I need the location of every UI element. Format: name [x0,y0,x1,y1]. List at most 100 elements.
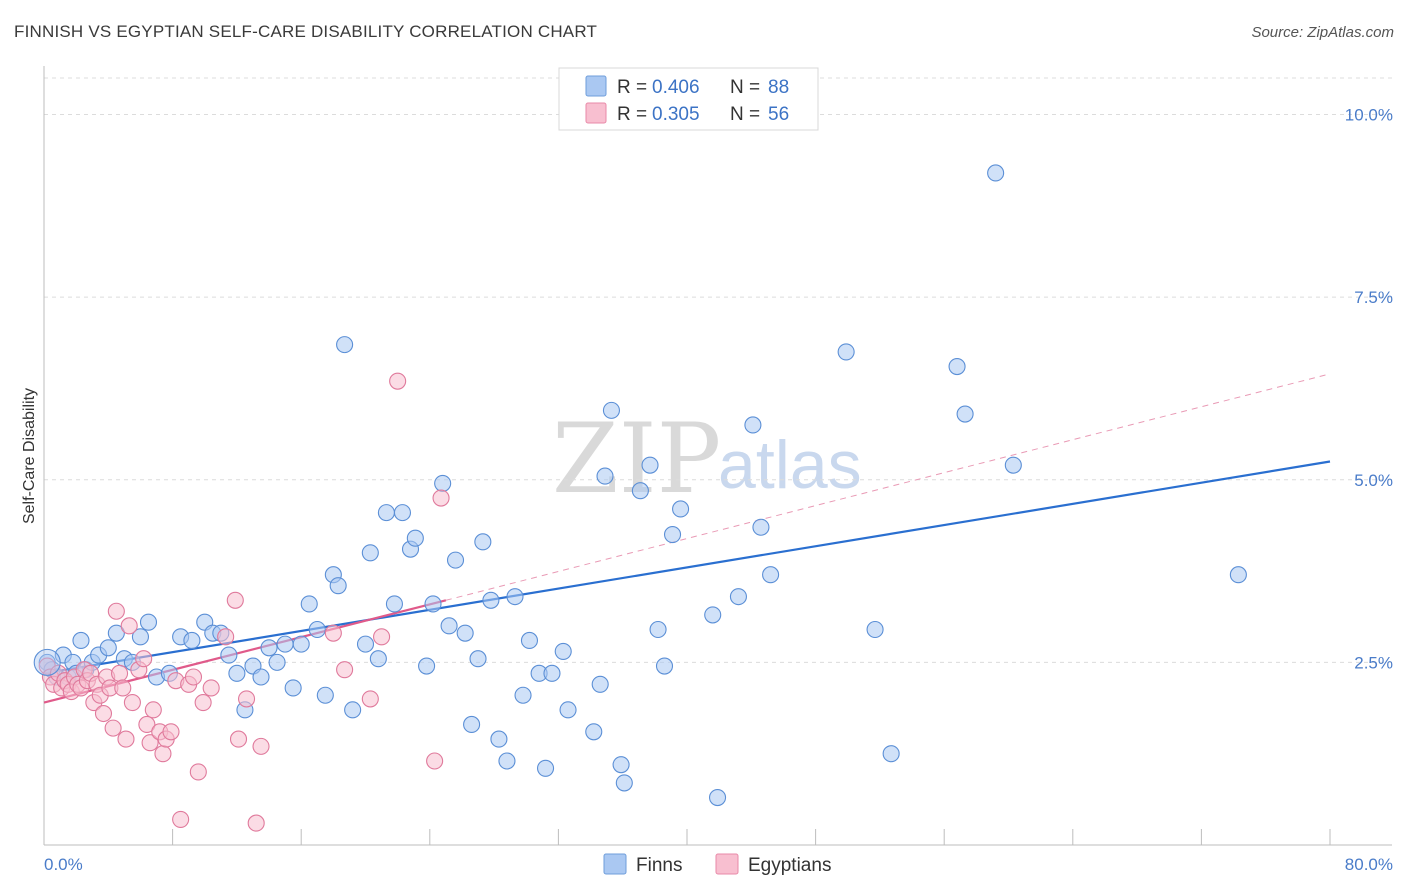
point-finns [369,650,387,668]
x-tick-label-min: 0.0% [44,855,83,874]
point-egyptians [217,628,235,646]
legend-r-label-egyptians: R = [617,104,647,125]
point-finns [344,701,362,719]
point-finns [276,635,294,653]
legend-n-label-egyptians: N = [730,104,760,125]
point-egyptians [114,679,132,697]
point-egyptians [138,715,156,734]
point-finns [649,620,667,639]
point-finns [708,788,727,807]
trend-line-extension-egyptians [445,373,1331,601]
point-finns [268,653,286,671]
point-finns [440,617,458,635]
point-egyptians [336,661,354,679]
point-finns [308,620,326,639]
legend-box: R = 0.406 N = 88 R = 0.305 N = 56 [558,67,819,131]
point-finns [866,620,884,639]
data-points [33,164,1247,832]
point-finns [641,456,659,474]
point-finns [655,657,674,675]
point-finns [559,701,577,719]
point-egyptians [361,690,379,708]
point-finns [1004,456,1022,474]
legend-n-value-egyptians: 56 [768,104,789,125]
point-finns [1229,566,1247,584]
point-finns [744,416,762,434]
trend-line-finns [43,460,1331,675]
point-egyptians [94,704,113,723]
point-finns [498,752,516,770]
point-finns [463,715,481,734]
point-finns [554,642,572,660]
point-finns [361,544,379,562]
point-finns [183,631,201,650]
point-finns [377,504,395,522]
chart-title: FINNISH VS EGYPTIAN SELF-CARE DISABILITY… [14,22,598,41]
point-finns [284,679,302,697]
point-egyptians [189,763,207,781]
point-egyptians [229,730,248,748]
point-finns [514,686,532,704]
axes [43,66,1392,846]
bottom-legend-swatch-finns [603,853,627,875]
point-finns [356,635,375,653]
point-egyptians [123,694,141,712]
point-finns [385,595,403,613]
point-egyptians [432,489,450,507]
bottom-legend-label-finns: Finns [636,855,682,876]
point-egyptians [172,810,190,828]
point-finns [139,613,158,631]
legend-r-value-finns: 0.406 [652,77,700,98]
point-finns [615,774,633,792]
point-finns [752,518,770,536]
point-finns [482,591,500,609]
y-tick-label: 5.0% [1354,471,1393,490]
point-egyptians [154,745,172,763]
watermark: ZIP atlas [552,403,862,515]
point-finns [393,504,412,522]
point-finns [762,566,780,584]
point-finns [882,745,900,763]
point-finns [490,730,508,748]
legend-r-value-egyptians: 0.305 [652,104,700,125]
point-finns [837,343,855,361]
bottom-legend-swatch-egyptians [715,853,739,875]
point-finns [228,664,246,682]
point-finns [987,164,1005,182]
point-egyptians [252,737,270,755]
source-label: Source: ZipAtlas.com [1251,24,1394,41]
bottom-legend-label-egyptians: Egyptians [748,855,831,876]
point-finns [131,628,149,646]
point-finns [506,588,524,606]
point-finns [107,624,125,642]
point-finns [300,595,318,613]
point-egyptians [104,719,122,737]
point-egyptians [144,701,162,719]
legend-n-value-finns: 88 [768,77,789,98]
y-tick-label: 10.0% [1345,106,1393,125]
point-finns [329,577,347,595]
point-finns [418,657,436,675]
point-egyptians [162,723,180,741]
y-tick-label: 2.5% [1354,653,1393,672]
legend-swatch-egyptians [585,102,607,124]
y-axis-label: Self-Care Disability [21,388,38,524]
point-finns [602,401,620,419]
legend-swatch-finns [585,75,607,97]
y-tick-labels: 2.5% 5.0% 7.5% 10.0% [1345,106,1393,673]
legend-r-label-finns: R = [617,77,647,98]
point-egyptians [426,752,444,770]
point-finns [446,551,465,569]
bottom-legend: Finns Egyptians [603,853,831,876]
point-finns [672,500,690,518]
watermark-atlas: atlas [718,427,862,503]
point-finns [596,467,614,485]
point-egyptians [226,591,244,609]
point-egyptians [120,617,138,635]
point-finns [469,650,487,668]
point-finns [663,525,682,544]
point-egyptians [107,602,125,620]
point-egyptians [324,624,342,642]
point-egyptians [111,664,129,682]
